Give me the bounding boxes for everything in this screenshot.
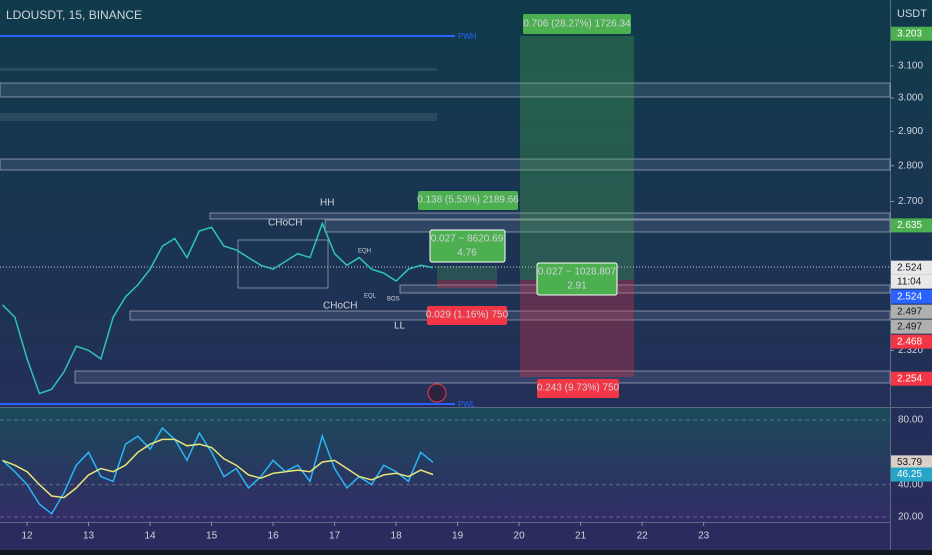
rsi-tick-label: 80.00: [898, 415, 923, 426]
position: [437, 280, 497, 288]
label-box: [523, 14, 631, 34]
zone: [0, 68, 437, 71]
rsi-pane: [0, 408, 890, 522]
price-label-box: [891, 371, 932, 386]
price-label-box: [891, 289, 932, 304]
price-label-box: [891, 319, 932, 334]
zones: [0, 68, 891, 384]
countdown-box: [891, 274, 932, 289]
y-tick-label: 3.000: [898, 93, 923, 104]
price-label: 2.254: [897, 373, 922, 384]
price-label: 2.524: [897, 262, 922, 273]
x-tick-label: 20: [514, 531, 526, 542]
price-label: 2.497: [897, 306, 922, 317]
zone: [324, 219, 891, 233]
x-tick-label: 17: [329, 531, 341, 542]
x-tick-label: 13: [83, 531, 95, 542]
annotation: CHoCH: [323, 301, 357, 312]
x-tick-label: 14: [145, 531, 157, 542]
label-box: [536, 262, 618, 296]
rsi-value-box: [891, 455, 932, 470]
rsi-tick-label: 20.00: [898, 512, 923, 523]
position: [437, 266, 497, 280]
price-label-box: [891, 260, 932, 275]
zone: [399, 284, 891, 294]
price-label: 2.524: [897, 291, 922, 302]
zone: [74, 370, 891, 384]
y-tick-label: 2.900: [898, 126, 923, 137]
annotation: LL: [394, 321, 406, 332]
label-box: [537, 379, 619, 398]
rsi-value-label: 46.25: [897, 469, 922, 480]
alert-icon[interactable]: [427, 383, 447, 403]
rsi-line: [1, 426, 434, 515]
x-tick-label: 16: [268, 531, 280, 542]
y-tick-label: 2.320: [898, 345, 923, 356]
annotation: HH: [320, 198, 334, 209]
currency: USDT: [897, 8, 927, 20]
y-tick-label: 2.800: [898, 160, 923, 171]
long-loss: [520, 280, 634, 377]
y-tick-label: 3.100: [898, 60, 923, 71]
price-label: 2.468: [897, 336, 922, 347]
x-tick-label: 15: [206, 531, 218, 542]
annotation: EQH: [358, 249, 371, 255]
price-label-box: [891, 26, 932, 41]
label-box: [427, 306, 507, 325]
x-tick-label: 12: [22, 531, 34, 542]
position-label: 0.027 ~ 1028.807: [538, 267, 617, 278]
price-line: [1, 221, 434, 395]
position-label: 0.243 (9.73%) 750: [537, 383, 620, 394]
price-label: 2.497: [897, 321, 922, 332]
x-tick-label: 21: [575, 531, 587, 542]
x-tick-label: 22: [637, 531, 649, 542]
y-tick-label: 2.700: [898, 196, 923, 207]
rsi-tick-label: 40.00: [898, 479, 923, 490]
zone: [0, 82, 891, 98]
price-label: 3.203: [897, 28, 922, 39]
price-label-box: [891, 334, 932, 349]
annotation: CHoCH: [268, 218, 302, 229]
position-label: 2.91: [567, 281, 587, 292]
annotation: PWH: [458, 32, 477, 41]
long-profit: [520, 36, 634, 280]
zone: [209, 212, 891, 220]
zone: [0, 113, 437, 121]
position-label: 0.029 (1.16%) 750: [426, 310, 509, 321]
zone: [129, 310, 891, 321]
rsi-value-label: 53.79: [897, 457, 922, 468]
price-label: 2.635: [897, 220, 922, 231]
annotations: HH CHoCH CHoCH LL EQH EQL BOS PWH PWL 0.…: [268, 14, 631, 409]
symbol-title: LDOUSDT, 15, BINANCE: [6, 8, 142, 22]
zone: [237, 239, 329, 289]
x-tick-label: 23: [698, 531, 710, 542]
x-tick-label: 19: [452, 531, 464, 542]
rsi-value-box: [891, 467, 932, 482]
label-box: [429, 229, 506, 263]
price-label-box: [891, 304, 932, 319]
countdown: 11:04: [897, 276, 922, 287]
position-label: 0.706 (28.27%) 1726.34: [523, 19, 631, 30]
position-label: 0.138 (5.53%) 2189.66: [417, 195, 519, 206]
annotation: EQL: [364, 294, 377, 300]
annotation: PWL: [458, 400, 476, 409]
price-label-box: [891, 218, 932, 233]
zone: [0, 158, 891, 171]
position-label: 4.76: [457, 248, 477, 259]
annotation: BOS: [387, 297, 400, 303]
label-box: [418, 191, 518, 210]
position-label: 0.027 ~ 8620.69: [431, 234, 504, 245]
x-tick-label: 18: [391, 531, 403, 542]
rsi-ma-line: [2, 438, 434, 499]
